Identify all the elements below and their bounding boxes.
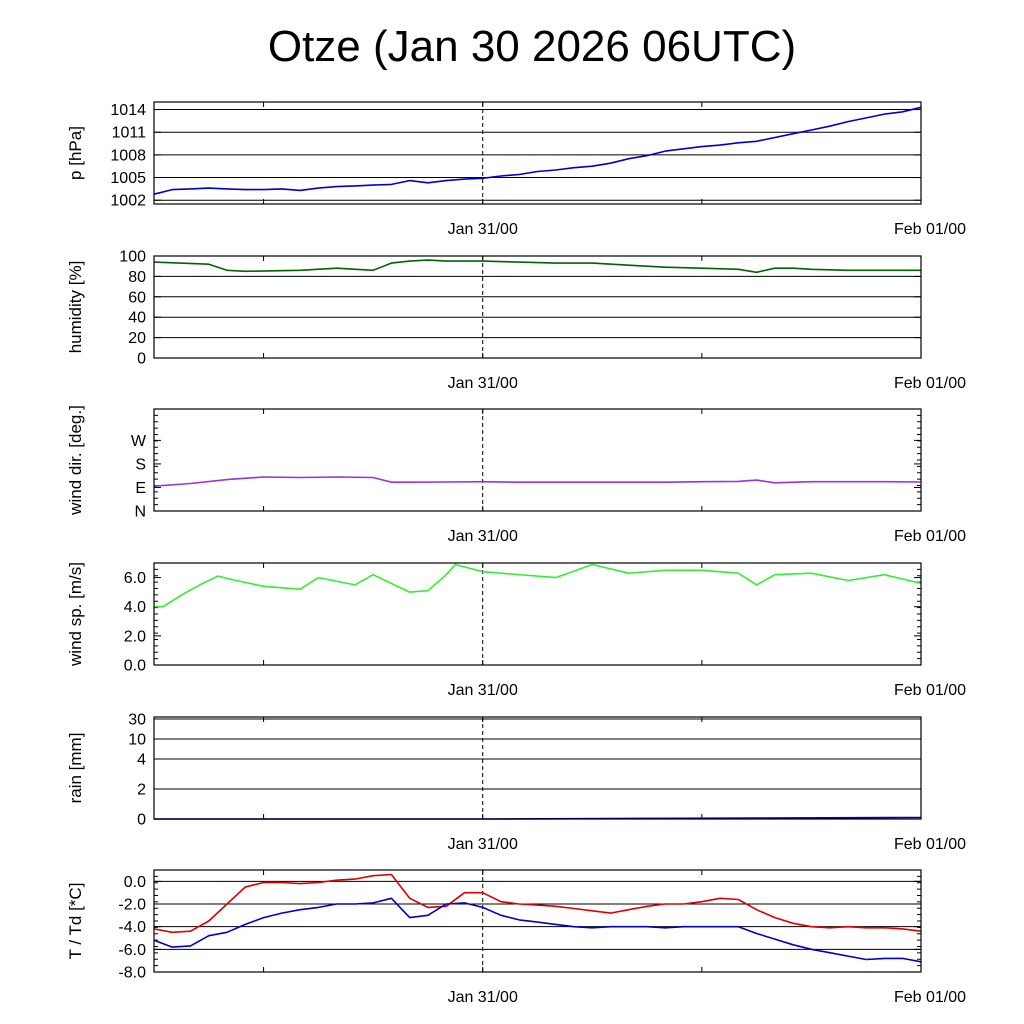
series-line-0 bbox=[153, 476, 922, 487]
y-tick-label: -2.0 bbox=[118, 897, 146, 914]
x-tick-label: Feb 01/00 bbox=[894, 989, 966, 1006]
plot-frame bbox=[153, 408, 922, 512]
x-tick-label: Jan 31/00 bbox=[448, 836, 518, 853]
series-line-0 bbox=[153, 873, 922, 934]
y-axis-label: humidity [%] bbox=[66, 261, 85, 354]
y-tick-label: -6.0 bbox=[118, 942, 146, 959]
y-tick-label: 60 bbox=[128, 289, 146, 306]
y-axis-label: wind dir. [deg.] bbox=[66, 405, 85, 516]
x-tick-label: Jan 31/00 bbox=[448, 375, 518, 392]
y-tick-label: 30 bbox=[128, 712, 146, 729]
y-tick-label: 1014 bbox=[110, 102, 146, 119]
y-axis-label: T / Td [*C] bbox=[66, 883, 85, 960]
x-tick-label: Jan 31/00 bbox=[448, 528, 518, 545]
y-tick-label: 10 bbox=[128, 732, 146, 749]
y-tick-label: 1002 bbox=[110, 193, 146, 210]
y-tick-label: -4.0 bbox=[118, 919, 146, 936]
series-line-1 bbox=[153, 897, 922, 963]
y-tick-label: 1011 bbox=[112, 125, 147, 142]
y-tick-label: E bbox=[135, 480, 146, 497]
plot-frame bbox=[153, 255, 922, 359]
y-tick-label: 4 bbox=[137, 752, 146, 769]
panel-0: 1002 1005 1008 1011 1014 Jan 31/00 Feb 01/00 p … bbox=[66, 101, 966, 238]
panel-5: -8.0 -6.0 -4.0 -2.0 0.0 Jan 31/00 Feb 01/00 T /… bbox=[66, 869, 966, 1006]
y-tick-label: 0 bbox=[137, 812, 146, 829]
chart-title: Otze (Jan 30 2026 06UTC) bbox=[267, 22, 797, 71]
y-tick-label: W bbox=[131, 433, 147, 450]
x-tick-label: Jan 31/00 bbox=[448, 221, 518, 238]
series-line-0 bbox=[154, 563, 922, 608]
y-axis-label: wind sp. [m/s] bbox=[66, 562, 85, 667]
y-tick-label: 2.0 bbox=[124, 628, 146, 645]
panel-3: 0.0 2.0 4.0 6.0 Jan 31/00 Feb 01/00 wind sp. [… bbox=[66, 562, 966, 699]
x-tick-label: Jan 31/00 bbox=[448, 989, 518, 1006]
y-tick-label: 20 bbox=[128, 330, 146, 347]
y-tick-label: 0.0 bbox=[124, 658, 146, 675]
y-tick-label: 6.0 bbox=[124, 570, 146, 587]
x-tick-label: Feb 01/00 bbox=[894, 528, 966, 545]
y-axis-label: rain [mm] bbox=[66, 733, 85, 804]
series-line-0 bbox=[153, 106, 922, 195]
y-tick-label: 1008 bbox=[110, 147, 146, 164]
x-tick-label: Feb 01/00 bbox=[894, 221, 966, 238]
x-tick-label: Feb 01/00 bbox=[894, 682, 966, 699]
y-tick-label: 40 bbox=[128, 310, 146, 327]
plot-frame bbox=[153, 869, 922, 973]
y-tick-label: 100 bbox=[119, 249, 146, 266]
y-tick-label: N bbox=[134, 504, 146, 521]
x-tick-label: Feb 01/00 bbox=[894, 375, 966, 392]
series-line-0 bbox=[153, 259, 921, 274]
panel-1: 0 20 40 60 80 100 Jan 31/00 Feb 01/00 humidity [… bbox=[66, 249, 966, 393]
plot-frame bbox=[153, 716, 922, 820]
y-tick-label: 0.0 bbox=[124, 874, 146, 891]
y-tick-label: 0 bbox=[137, 351, 146, 368]
y-tick-label: S bbox=[135, 456, 146, 473]
y-tick-label: 4.0 bbox=[124, 599, 146, 616]
panel-4: 0 2 4 10 30 Jan 31/00 Feb 01/00 rain [mm] bbox=[66, 712, 966, 854]
y-axis-label: p [hPa] bbox=[66, 126, 85, 180]
y-tick-label: 80 bbox=[128, 269, 146, 286]
plot-frame bbox=[153, 101, 922, 205]
x-tick-label: Feb 01/00 bbox=[894, 836, 966, 853]
x-tick-label: Jan 31/00 bbox=[448, 682, 518, 699]
y-tick-label: 2 bbox=[137, 782, 146, 799]
y-tick-label: 1005 bbox=[110, 170, 146, 187]
y-tick-label: -8.0 bbox=[118, 965, 146, 982]
plot-frame bbox=[153, 562, 922, 666]
